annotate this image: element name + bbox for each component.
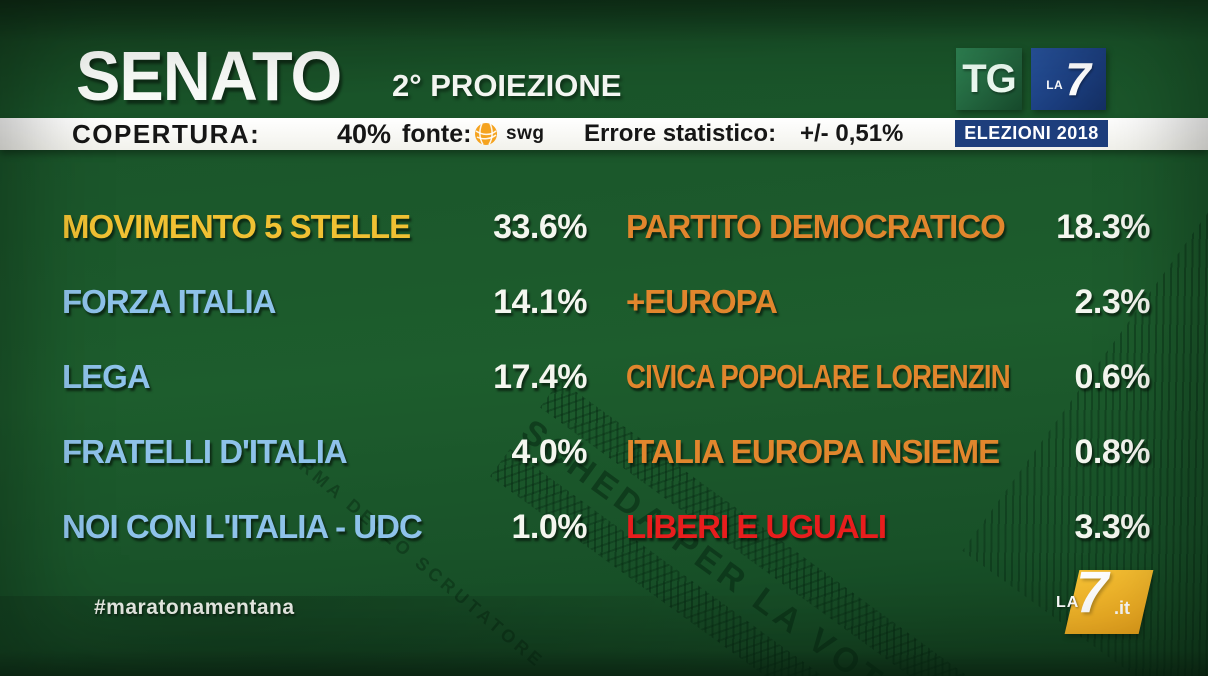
party-percent: 0.6% xyxy=(1074,357,1151,396)
party-name: CIVICA POPOLARE LORENZIN xyxy=(626,358,1011,395)
party-percent: 14.1% xyxy=(493,282,587,321)
party-percent: 0.8% xyxy=(1074,432,1151,471)
statistical-error-label: Errore statistico: xyxy=(584,120,777,147)
result-row: FORZA ITALIA 14.1% xyxy=(62,279,588,325)
coverage-value: 40% xyxy=(337,119,392,149)
party-percent: 1.0% xyxy=(511,507,588,546)
la7-logo-seven: 7 xyxy=(1065,53,1091,105)
party-percent: 33.6% xyxy=(493,207,587,246)
statistical-error-value: +/- 0,51% xyxy=(800,120,904,147)
party-name: MOVIMENTO 5 STELLE xyxy=(62,208,411,245)
la7-it-seven: 7 xyxy=(1076,560,1109,625)
party-percent: 2.3% xyxy=(1074,282,1151,321)
la7-logo: LA 7 xyxy=(1031,48,1106,110)
party-name: LEGA xyxy=(62,358,151,395)
result-row: CIVICA POPOLARE LORENZIN 0.6% xyxy=(626,354,1151,400)
party-percent: 18.3% xyxy=(1056,207,1150,246)
elezioni-2018-banner: ELEZIONI 2018 xyxy=(955,120,1108,147)
result-row: FRATELLI D'ITALIA 4.0% xyxy=(62,429,588,475)
party-percent: 17.4% xyxy=(493,357,587,396)
top-shade xyxy=(0,0,1208,42)
source-name: swg xyxy=(506,123,545,144)
page-title: SENATO xyxy=(76,37,342,115)
party-name: FRATELLI D'ITALIA xyxy=(62,433,348,470)
projection-subtitle: 2° PROIEZIONE xyxy=(392,68,622,103)
elezioni-2018-banner-text: ELEZIONI 2018 xyxy=(964,123,1099,143)
party-name: ITALIA EUROPA INSIEME xyxy=(626,433,1000,470)
source-label: fonte: xyxy=(402,120,472,148)
result-row: MOVIMENTO 5 STELLE 33.6% xyxy=(62,204,588,250)
la7-it-la: LA xyxy=(1056,594,1080,611)
result-row: LIBERI E UGUALI 3.3% xyxy=(626,504,1151,550)
result-row: +EUROPA 2.3% xyxy=(626,279,1151,325)
ballot-hatch-stripe xyxy=(490,448,1142,676)
coverage-label: COPERTURA: xyxy=(72,119,261,149)
result-row: ITALIA EUROPA INSIEME 0.8% xyxy=(626,429,1151,475)
result-row: NOI CON L'ITALIA - UDC 1.0% xyxy=(62,504,588,550)
party-percent: 3.3% xyxy=(1074,507,1151,546)
party-percent: 4.0% xyxy=(511,432,588,471)
tg-logo: TG xyxy=(956,48,1022,110)
party-name: NOI CON L'ITALIA - UDC xyxy=(62,508,423,545)
bottom-shade xyxy=(0,650,1208,676)
la7-it-dot-it: .it xyxy=(1114,598,1130,618)
party-name: +EUROPA xyxy=(626,283,778,320)
party-name: FORZA ITALIA xyxy=(62,283,276,320)
tg-logo-text: TG xyxy=(962,56,1017,101)
party-name: LIBERI E UGUALI xyxy=(626,508,887,545)
hashtag-maratonamentana: #maratonamentana xyxy=(94,596,295,619)
result-row: LEGA 17.4% xyxy=(62,354,588,400)
la7-it-logo: LA 7 .it xyxy=(1056,560,1160,640)
swg-ball-icon xyxy=(475,123,497,145)
result-row: PARTITO DEMOCRATICO 18.3% xyxy=(626,204,1151,250)
party-name: PARTITO DEMOCRATICO xyxy=(626,208,1006,245)
la7-logo-la: LA xyxy=(1046,78,1064,92)
